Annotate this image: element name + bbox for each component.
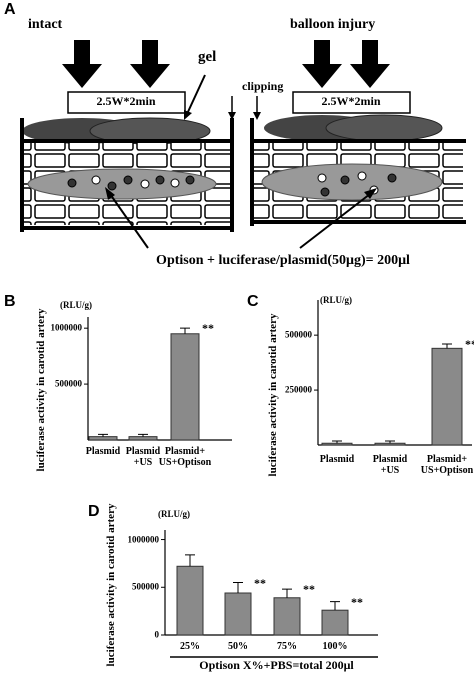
x-tick-label: 50% [228, 641, 248, 652]
unit-label: (RLU/g) [60, 300, 92, 310]
y-tick-label: 500000 [55, 378, 82, 389]
error-bar [98, 433, 108, 437]
y-tick-label: 1000000 [127, 533, 160, 544]
y-tick-label: 250000 [285, 384, 312, 395]
diagram-shapes [20, 40, 466, 249]
bar [224, 592, 252, 636]
x-tick-label: Plasmid+ US+Optison [158, 446, 212, 468]
left-label: intact [28, 17, 63, 32]
panel-letter: C [247, 293, 259, 310]
clipping-label: clipping [242, 79, 284, 93]
y-tick-label: 500000 [132, 581, 159, 592]
error-bar [180, 327, 190, 334]
bar [88, 436, 118, 441]
bar [321, 609, 349, 636]
gel-label: gel [198, 49, 217, 65]
significance-label: ** [351, 594, 363, 609]
unit-label: (RLU/g) [158, 509, 190, 519]
x-tick-label: 100% [322, 641, 348, 652]
x-tick-label: Plasmid +US [125, 446, 161, 468]
significance-label: ** [202, 321, 214, 336]
bar [321, 442, 353, 446]
y-axis-label: luciferase activity in carotid artery [35, 308, 48, 472]
error-bar [282, 588, 292, 598]
y-tick-label: 1000000 [50, 322, 83, 333]
error-bar [385, 440, 395, 444]
y-tick-label: 0 [154, 629, 160, 640]
significance-label: ** [465, 336, 474, 351]
error-bar [332, 440, 342, 444]
bar [374, 442, 406, 446]
mixture-label: Optison + luciferase/plasmid(50μg)= 200μ… [156, 253, 410, 268]
error-bar [330, 601, 340, 611]
panel-letter: A [4, 1, 16, 18]
unit-label: (RLU/g) [320, 295, 352, 305]
x-tick-label: 25% [180, 641, 200, 652]
y-axis-label: luciferase activity in carotid artery [267, 313, 280, 477]
error-bar [138, 433, 148, 437]
x-tick-label: Plasmid [85, 446, 121, 457]
panel-letter: D [88, 503, 100, 520]
x-tick-label: Plasmid+ US+Optison [420, 454, 474, 476]
bar [273, 597, 301, 636]
ultrasound-label: 2.5W*2min [321, 94, 381, 108]
right-label: balloon injury [290, 17, 376, 32]
bar [431, 347, 463, 446]
x-tick-label: Plasmid +US [372, 454, 408, 476]
panel-letter: B [4, 293, 16, 310]
bar [176, 565, 204, 636]
x-tick-label: 75% [277, 641, 297, 652]
significance-label: ** [303, 582, 315, 597]
ultrasound-label: 2.5W*2min [96, 94, 156, 108]
y-axis-label: luciferase activity in carotid artery [105, 503, 118, 667]
x-tick-label: Plasmid [319, 454, 355, 465]
bar [128, 436, 158, 441]
significance-label: ** [254, 575, 266, 590]
error-bar [185, 554, 195, 567]
error-bar [442, 343, 452, 349]
x-axis-label: Optison X%+PBS=total 200μl [199, 658, 354, 672]
bar [170, 333, 200, 441]
error-bar [233, 582, 243, 593]
y-tick-label: 500000 [285, 329, 312, 340]
